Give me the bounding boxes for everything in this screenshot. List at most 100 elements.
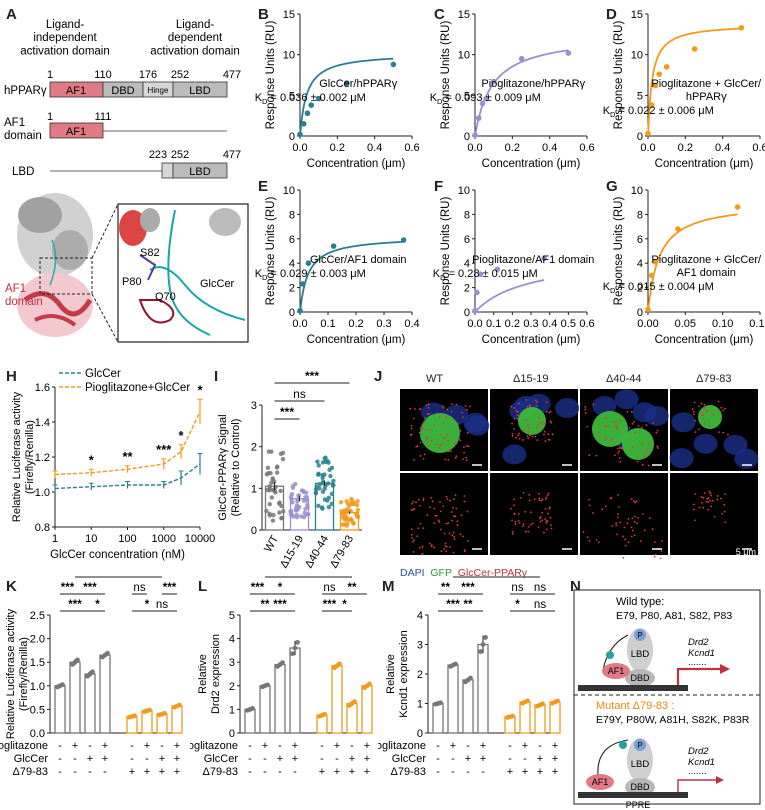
x-tick-label: 1000 bbox=[152, 533, 176, 545]
data-point bbox=[472, 132, 478, 138]
signal-dot bbox=[619, 521, 621, 524]
legend-label: GlcCer bbox=[85, 368, 121, 380]
data-point bbox=[355, 507, 361, 513]
signal-dot bbox=[466, 409, 468, 411]
signal-dot bbox=[527, 437, 530, 440]
signal-dot bbox=[510, 507, 512, 510]
signal-dot bbox=[435, 443, 438, 446]
signal-dot bbox=[618, 447, 621, 449]
signal-dot bbox=[463, 495, 466, 497]
kd-annotation: Pioglitazone + GlcCer/AF1 domain KD = 0.0… bbox=[603, 254, 762, 295]
sig-label: *** bbox=[490, 575, 504, 577]
hppar-num-176: 176 bbox=[139, 69, 157, 81]
signal-dot bbox=[428, 445, 430, 448]
svg-text:LBD: LBD bbox=[631, 649, 650, 660]
signal-dot bbox=[702, 506, 705, 509]
y-tick-label: 4 bbox=[464, 258, 470, 270]
af1-text: AF1 bbox=[66, 85, 86, 97]
signal-dot bbox=[522, 491, 525, 494]
signal-dot bbox=[701, 411, 704, 414]
condition-sign: - bbox=[508, 740, 512, 752]
signal-dot bbox=[528, 493, 531, 496]
kd-annotation: Pioglitazone + GlcCer/hPPARγ KD = 0.022 ±… bbox=[603, 78, 762, 119]
signal-dot bbox=[421, 427, 424, 430]
signal-dot bbox=[547, 433, 550, 436]
data-point bbox=[326, 504, 332, 510]
data-point bbox=[329, 491, 335, 497]
signal-dot bbox=[610, 438, 613, 441]
bar bbox=[259, 685, 271, 734]
signal-dot bbox=[414, 408, 416, 410]
data-point bbox=[518, 55, 525, 62]
signal-dot bbox=[720, 497, 722, 500]
y-tick-label: 1.4 bbox=[35, 417, 50, 429]
signal-dot bbox=[547, 512, 550, 515]
panel-letter-g: G bbox=[606, 178, 618, 195]
signal-dot bbox=[467, 540, 469, 542]
y-tick-label: 4 bbox=[229, 634, 235, 646]
signal-dot bbox=[534, 435, 537, 438]
condition-sign: + bbox=[72, 740, 78, 752]
signal-dot bbox=[723, 503, 726, 506]
signal-dot bbox=[444, 458, 447, 461]
signal-dot bbox=[613, 454, 616, 457]
signal-dot bbox=[641, 464, 644, 466]
data-point bbox=[344, 523, 350, 528]
signal-dot bbox=[698, 428, 700, 431]
y-tick-label: 4 bbox=[637, 258, 643, 270]
y-tick-label: 15 bbox=[283, 9, 295, 21]
signal-dot bbox=[660, 539, 663, 542]
signal-dot bbox=[550, 421, 553, 424]
bar bbox=[141, 710, 153, 734]
y-tick-label: 4 bbox=[289, 258, 295, 270]
signal-dot bbox=[419, 522, 422, 525]
signal-dot bbox=[514, 520, 517, 523]
ligand-independent-label: Ligand-independent activation domain bbox=[20, 19, 110, 57]
data-point bbox=[274, 465, 280, 470]
hppar-num-1: 1 bbox=[47, 69, 53, 81]
signal-dot bbox=[449, 499, 451, 502]
signal-dot bbox=[452, 506, 455, 509]
bar bbox=[331, 665, 343, 734]
signal-dot bbox=[518, 522, 521, 524]
signal-dot bbox=[527, 430, 530, 433]
condition-sign: + bbox=[129, 766, 135, 778]
signal-dot bbox=[424, 428, 427, 431]
signal-dot bbox=[445, 550, 448, 553]
data-point bbox=[331, 482, 336, 488]
signal-dot bbox=[433, 546, 436, 549]
signal-dot bbox=[616, 533, 618, 536]
signal-dot bbox=[536, 439, 539, 441]
signal-dot bbox=[426, 437, 429, 440]
kd-annotation: Pioglitazone/hPPARγ KD = 0.093 ± 0.009 μM bbox=[430, 78, 586, 106]
signal-dot bbox=[440, 550, 443, 553]
signal-dot bbox=[595, 454, 598, 457]
condition-label: GlcCer bbox=[392, 753, 427, 765]
signal-dot bbox=[547, 492, 550, 495]
signal-dot bbox=[633, 515, 636, 518]
signal-dot bbox=[466, 445, 468, 448]
data-point bbox=[344, 498, 349, 504]
data-point bbox=[338, 500, 344, 505]
ann-k: K bbox=[603, 281, 611, 293]
signal-dot bbox=[416, 535, 418, 538]
signal-dot bbox=[630, 497, 633, 500]
hppar-label: hPPARγ bbox=[4, 85, 47, 97]
data-point bbox=[315, 95, 322, 102]
condition-sign: - bbox=[88, 766, 92, 778]
x-tick-label: 0.6 bbox=[404, 142, 419, 154]
data-point bbox=[349, 496, 354, 502]
signal-dot bbox=[641, 443, 644, 446]
data-point bbox=[264, 508, 269, 514]
data-point bbox=[355, 514, 361, 520]
signal-dot bbox=[626, 522, 629, 525]
signal-dot bbox=[526, 435, 529, 438]
signal-dot bbox=[418, 432, 421, 434]
condition-sign: + bbox=[480, 740, 486, 752]
condition-sign: - bbox=[481, 766, 485, 778]
y-tick-label: 5 bbox=[289, 90, 295, 102]
signal-dot bbox=[717, 408, 720, 411]
signal-dot bbox=[710, 404, 713, 407]
dapi-nucleus bbox=[614, 389, 639, 410]
x-tick-label: 0.4 bbox=[542, 142, 557, 154]
